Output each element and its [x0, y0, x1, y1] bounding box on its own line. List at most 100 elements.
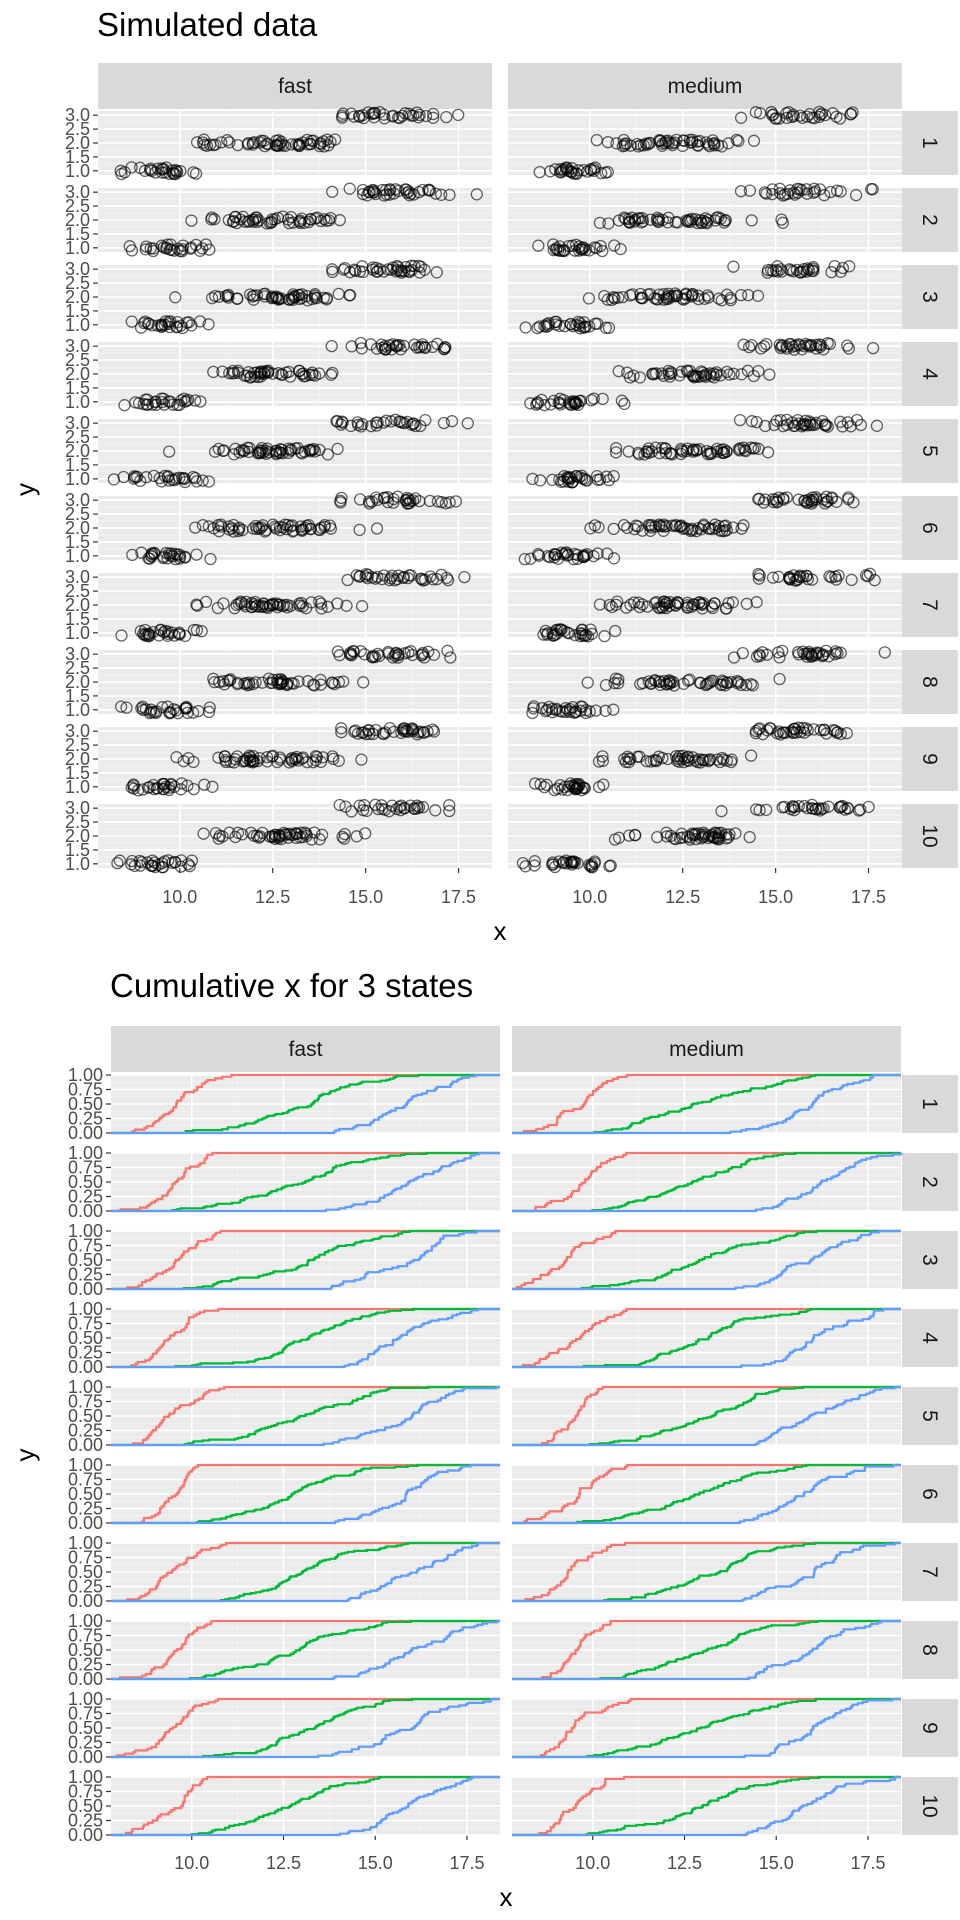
facet-panel-medium-9 [508, 721, 902, 797]
data-point [347, 645, 360, 658]
data-point [533, 165, 546, 179]
chart-title-simulated: Simulated data [97, 6, 318, 43]
data-point [236, 828, 249, 841]
facet-label-row-9: 9 [918, 753, 941, 765]
data-point [668, 136, 681, 149]
data-point [236, 210, 250, 223]
data-point [516, 856, 530, 870]
data-point [776, 216, 789, 229]
data-point [260, 137, 274, 150]
data-point [607, 703, 620, 716]
data-point [143, 780, 156, 794]
data-point [772, 491, 786, 504]
data-point [739, 445, 752, 458]
facet-strip-row-5 [902, 1387, 958, 1445]
data-point [244, 826, 258, 839]
data-point [328, 133, 342, 146]
data-point [242, 137, 255, 150]
data-point [150, 705, 163, 718]
data-point [559, 702, 572, 715]
data-point [140, 629, 154, 643]
data-point [145, 319, 159, 332]
data-point [770, 414, 783, 427]
data-point [404, 569, 418, 582]
x-tick-label: 10.0 [572, 887, 607, 907]
y-tick-label: 2.5 [65, 273, 90, 293]
data-point [202, 318, 215, 331]
data-point [163, 317, 176, 331]
data-point [555, 546, 568, 559]
data-point [621, 521, 634, 535]
data-point [318, 520, 331, 534]
facet-strip-row-3 [902, 1231, 958, 1289]
facet-strip-row-2 [902, 1153, 958, 1211]
y-tick-label: 0.25 [68, 1733, 103, 1753]
data-point [742, 340, 756, 354]
facet-strip-row-2 [902, 188, 958, 252]
data-point [266, 830, 279, 843]
y-tick-label: 3.0 [65, 413, 90, 433]
data-point [141, 393, 154, 406]
data-point [617, 133, 630, 147]
data-point [427, 725, 441, 738]
data-point [840, 727, 853, 740]
y-tick-label: 0.50 [68, 1718, 103, 1738]
data-point [834, 646, 847, 659]
data-point [315, 828, 329, 841]
data-point [750, 803, 763, 816]
data-point [628, 828, 642, 842]
y-tick-label: 2.5 [65, 119, 90, 139]
data-point [162, 854, 175, 867]
data-point [224, 673, 237, 686]
data-point [792, 493, 805, 506]
data-point [729, 827, 742, 840]
data-point [437, 416, 451, 430]
data-point [696, 831, 710, 844]
facet-panel-medium-5 [508, 413, 902, 489]
facet-strip-row-10 [902, 804, 958, 868]
data-point [567, 552, 580, 566]
data-point [383, 183, 397, 196]
y-tick-label: 2.5 [65, 350, 90, 370]
data-point [833, 112, 847, 125]
data-point [757, 496, 770, 509]
facet-panel-medium-5 [512, 1385, 901, 1447]
data-point [841, 339, 854, 352]
data-point [610, 137, 623, 150]
facet-panel-medium-6 [508, 490, 902, 566]
data-point [756, 646, 769, 659]
data-point [375, 573, 389, 586]
data-point [252, 521, 265, 534]
facet-label-row-3: 3 [918, 1254, 941, 1266]
data-point [171, 398, 184, 412]
data-point [191, 599, 204, 612]
data-point [221, 134, 234, 147]
facet-panel-fast-9 [111, 1697, 500, 1759]
data-point [345, 805, 358, 818]
data-point [608, 676, 621, 690]
data-point [416, 183, 429, 197]
data-point [812, 646, 826, 660]
data-point [247, 522, 260, 535]
data-point [849, 189, 863, 202]
data-point [715, 751, 729, 765]
data-point [208, 213, 221, 226]
data-point [396, 109, 409, 123]
y-tick-label: 1.0 [65, 700, 90, 720]
y-tick-label: 0.75 [68, 1704, 103, 1724]
data-point [797, 418, 810, 431]
facet-panel-fast-2 [111, 1151, 500, 1213]
ecdf-line-2 [111, 1697, 500, 1759]
data-point [415, 340, 428, 353]
data-point [571, 777, 584, 791]
data-point [401, 571, 415, 585]
y-tick-label: 0.75 [68, 1080, 103, 1100]
data-point [159, 780, 172, 794]
data-point [440, 571, 453, 584]
data-point [202, 705, 216, 719]
data-point [603, 860, 616, 873]
data-point [392, 569, 405, 582]
data-point [581, 165, 594, 178]
data-point [732, 443, 745, 456]
